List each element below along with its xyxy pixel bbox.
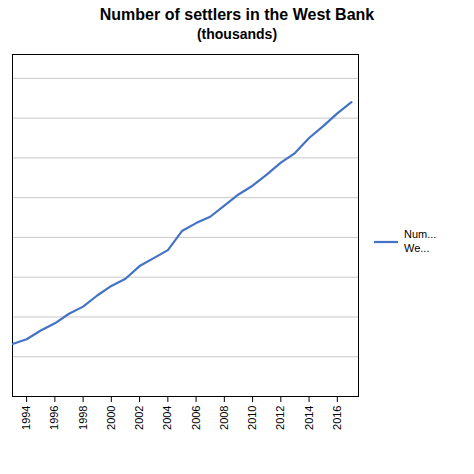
svg-text:1996: 1996 xyxy=(48,406,60,430)
svg-text:2014: 2014 xyxy=(303,406,315,430)
html-text:(thousands): (thousands) xyxy=(196,26,277,42)
svg-text:2010: 2010 xyxy=(246,406,258,430)
svg-text:2004: 2004 xyxy=(161,406,173,430)
html-text:Number of settlers in the West: Number of settlers in the West Bank xyxy=(99,6,375,23)
svg-text:2002: 2002 xyxy=(133,406,145,430)
svg-text:2016: 2016 xyxy=(331,406,343,430)
svg-text:1998: 1998 xyxy=(77,406,89,430)
svg-text:2000: 2000 xyxy=(105,406,117,430)
svg-text:1994: 1994 xyxy=(20,406,32,430)
svg-text:2006: 2006 xyxy=(190,406,202,430)
svg-text:2012: 2012 xyxy=(274,406,286,430)
html-text:Num... We...: Num... We... xyxy=(404,228,437,254)
svg-text:2008: 2008 xyxy=(218,406,230,430)
